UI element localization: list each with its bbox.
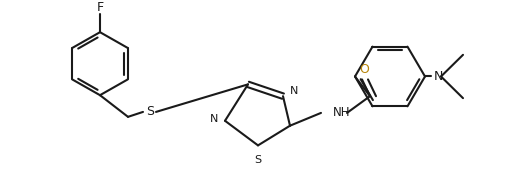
Text: S: S [254,155,261,165]
Text: S: S [146,105,154,118]
Text: F: F [96,1,103,14]
Text: NH: NH [332,106,350,119]
Text: O: O [358,63,368,76]
Text: N: N [290,86,298,96]
Text: N: N [433,70,442,83]
Text: N: N [209,114,217,124]
